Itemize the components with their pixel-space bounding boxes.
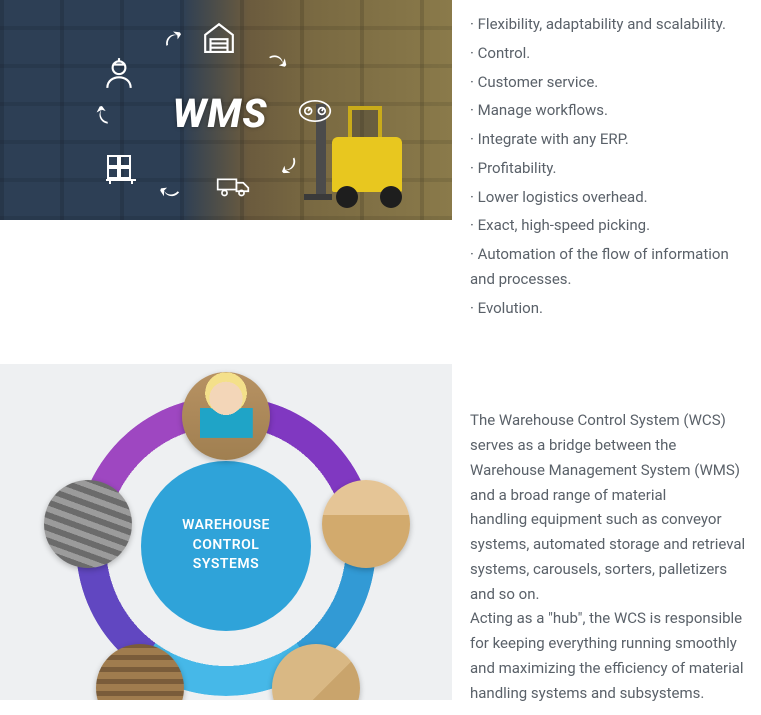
wms-icon-cluster: WMS — [110, 24, 330, 204]
wcs-description: The Warehouse Control System (WCS) serve… — [452, 364, 761, 705]
benefit-item: · Automation of the flow of information … — [470, 242, 749, 292]
benefit-item: · Integrate with any ERP. — [470, 127, 749, 152]
wms-hero-image: WMS — [0, 0, 452, 220]
wcs-node-parcel — [322, 480, 410, 568]
benefit-item: · Exact, high-speed picking. — [470, 213, 749, 238]
cycle-arrow-icon — [156, 24, 186, 54]
wcs-node-operator — [182, 372, 270, 460]
wcs-center-label: WAREHOUSE CONTROL SYSTEMS — [141, 461, 311, 631]
cycle-arrow-icon — [90, 104, 115, 129]
gauge-icon — [298, 94, 332, 128]
wms-section: WMS — [0, 0, 761, 324]
wcs-node-conveyor — [44, 480, 132, 568]
cycle-arrow-icon — [157, 179, 185, 207]
wcs-section: WAREHOUSE CONTROL SYSTEMS The Warehouse … — [0, 364, 761, 715]
wcs-figure: WAREHOUSE CONTROL SYSTEMS — [0, 364, 452, 700]
warehouse-building-icon — [202, 20, 236, 54]
benefit-item: · Profitability. — [470, 156, 749, 181]
benefit-item: · Flexibility, adaptability and scalabil… — [470, 12, 749, 37]
truck-icon — [216, 170, 250, 204]
cycle-arrow-icon — [262, 44, 293, 75]
boxes-pallet-icon — [104, 152, 138, 186]
benefit-item: · Customer service. — [470, 70, 749, 95]
wms-title: WMS — [173, 81, 268, 147]
benefit-item: · Control. — [470, 41, 749, 66]
cycle-arrow-icon — [276, 150, 307, 181]
worker-icon — [102, 56, 136, 90]
benefit-item: · Lower logistics overhead. — [470, 185, 749, 210]
benefit-item: · Evolution. — [470, 296, 749, 321]
wcs-paragraph: handling equipment such as conveyor syst… — [470, 507, 749, 606]
benefit-item: · Manage workflows. — [470, 98, 749, 123]
wcs-paragraph: The Warehouse Control System (WCS) serve… — [470, 408, 749, 507]
benefits-list: · Flexibility, adaptability and scalabil… — [452, 0, 761, 324]
